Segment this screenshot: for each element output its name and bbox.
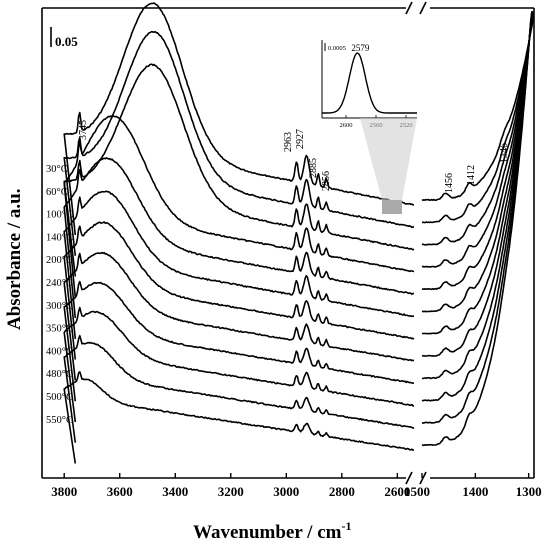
curve-main-4 bbox=[63, 157, 415, 319]
series-label-10: 500°C bbox=[46, 392, 73, 403]
curve-right-3 bbox=[421, 11, 534, 268]
inset-group: 0.00052579260025602520 bbox=[321, 40, 417, 214]
curve-right-4 bbox=[421, 11, 534, 291]
axis-break-mark-top-2 bbox=[419, 1, 427, 15]
curve-main-11 bbox=[63, 371, 415, 464]
curve-right-6 bbox=[422, 11, 534, 335]
curve-right-2 bbox=[422, 14, 534, 246]
curve-right-5 bbox=[422, 11, 534, 313]
curve-right-10 bbox=[421, 11, 533, 424]
zoom-connector bbox=[360, 118, 417, 200]
curve-right-1 bbox=[421, 16, 534, 224]
temperature-labels-group: 30°C 60°C 100°C 140°C 200°C 240°C 300°C 350°C 40… bbox=[46, 164, 73, 426]
curve-main-7 bbox=[63, 251, 415, 381]
curve-main-10 bbox=[63, 334, 415, 443]
curve-main-0 bbox=[63, 2, 414, 236]
curve-main-5 bbox=[63, 190, 415, 339]
inset-scale-label: 0.0005 bbox=[328, 45, 346, 52]
curve-main-6 bbox=[63, 221, 415, 360]
curve-main-2 bbox=[63, 63, 415, 277]
curve-main-8 bbox=[63, 280, 415, 402]
x-tick-label-3800: 3800 bbox=[51, 484, 77, 499]
zoom-region bbox=[382, 200, 402, 214]
x-tick-label-2600: 2600 bbox=[384, 484, 410, 499]
peak-label-1456: 1456 bbox=[444, 173, 455, 193]
inset-box bbox=[322, 40, 417, 118]
axis-break-mark-bottom-2 bbox=[419, 471, 427, 485]
curves-group bbox=[63, 2, 534, 464]
x-tick-label-1400: 1400 bbox=[462, 484, 488, 499]
curve-main-1 bbox=[63, 30, 415, 256]
series-label-2: 100°C bbox=[46, 210, 73, 221]
peak-label-3745: 3745 bbox=[78, 120, 89, 140]
axis-break-mark-bottom-1 bbox=[405, 471, 413, 485]
axis-break-mark-top-1 bbox=[405, 1, 413, 15]
series-label-1: 60°C bbox=[46, 187, 68, 198]
curve-right-8 bbox=[421, 11, 533, 380]
x-tick-label-2800: 2800 bbox=[329, 484, 355, 499]
x-tick-label-1300: 1300 bbox=[516, 484, 542, 499]
inset-tick-label-2600: 2600 bbox=[340, 122, 353, 129]
x-tick-label-3400: 3400 bbox=[162, 484, 188, 499]
curve-right-7 bbox=[421, 11, 534, 357]
curve-right-9 bbox=[421, 11, 533, 402]
y-axis-label: Absorbance / a.u. bbox=[4, 189, 25, 330]
peak-label-2927: 2927 bbox=[295, 129, 306, 149]
curve-right-0 bbox=[421, 20, 534, 202]
series-label-11: 550°C bbox=[46, 415, 73, 426]
x-tick-label-3200: 3200 bbox=[218, 484, 244, 499]
x-axis-label-text: Wavenumber / cm bbox=[193, 522, 342, 543]
scale-bar-label: 0.05 bbox=[55, 34, 78, 49]
curve-right-11 bbox=[421, 11, 533, 447]
x-tick-label-3600: 3600 bbox=[107, 484, 133, 499]
peak-label-2885: 2885 bbox=[308, 158, 319, 178]
curve-main-3 bbox=[63, 115, 415, 298]
series-label-4: 200°C bbox=[46, 255, 73, 266]
peak-label-2856: 2856 bbox=[321, 171, 332, 191]
x-axis-label-sup: -1 bbox=[341, 519, 351, 533]
x-tick-label-1500: 1500 bbox=[404, 484, 430, 499]
series-label-9: 480°C bbox=[46, 369, 73, 380]
curve-main-9 bbox=[63, 306, 415, 423]
series-label-6: 300°C bbox=[46, 301, 73, 312]
axes-frame bbox=[41, 1, 535, 485]
peak-label-2963: 2963 bbox=[283, 132, 294, 152]
series-label-5: 240°C bbox=[46, 278, 73, 289]
series-label-0: 30°C bbox=[46, 164, 68, 175]
inset-curve bbox=[322, 52, 417, 114]
x-axis-label: Wavenumber / cm-1 bbox=[193, 519, 351, 543]
series-label-7: 350°C bbox=[46, 324, 73, 335]
peak-label-1412: 1412 bbox=[466, 165, 477, 185]
peak-label-1346: 1346 bbox=[499, 143, 510, 163]
series-label-3: 140°C bbox=[46, 232, 73, 243]
inset-peak-label: 2579 bbox=[351, 43, 370, 53]
series-label-8: 400°C bbox=[46, 346, 73, 357]
x-tick-label-3000: 3000 bbox=[273, 484, 299, 499]
